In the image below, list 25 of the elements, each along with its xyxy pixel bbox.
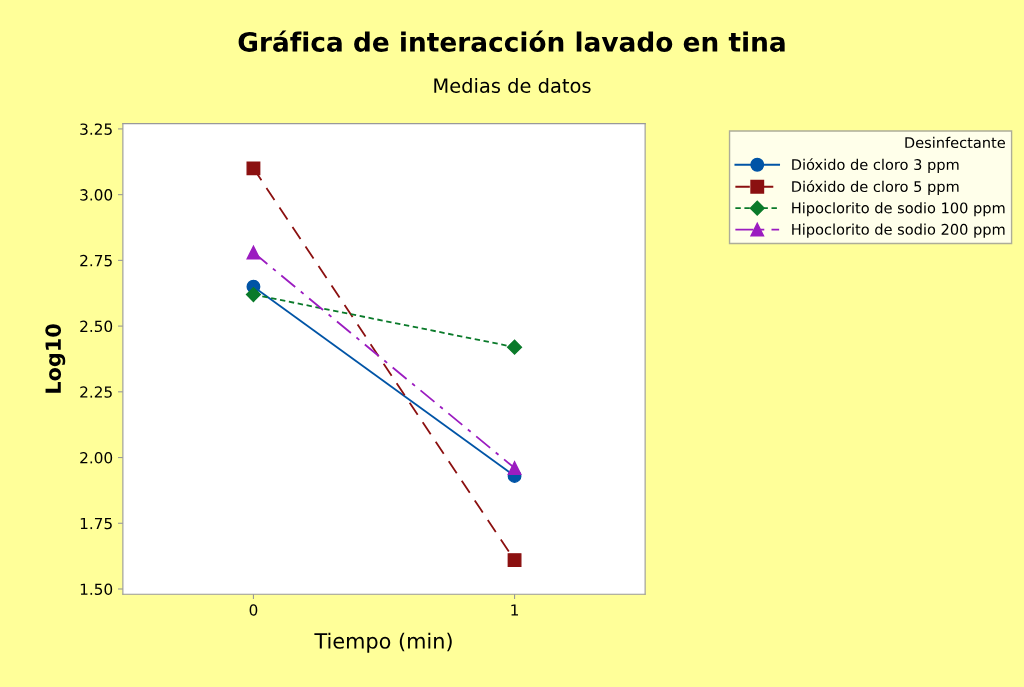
- y-tick-label: 2.50: [80, 320, 113, 333]
- legend-title: Desinfectante: [905, 136, 1005, 149]
- point: [246, 161, 261, 176]
- legend-label: Hipoclorito de sodio 100 ppm: [792, 202, 1005, 217]
- y-tick-label: 1.50: [80, 583, 113, 596]
- chart-title: Gráfica de interacción lavado en tina: [238, 30, 785, 52]
- y-tick-label: 3.00: [80, 189, 113, 201]
- x-axis-title: Tiempo (min): [314, 632, 452, 653]
- y-tick-label: 2.75: [80, 254, 112, 267]
- legend-label: Dióxido de cloro 5 ppm: [792, 180, 959, 195]
- y-tick-label: 2.25: [80, 386, 112, 398]
- chart-subtitle: Medias de datos: [434, 77, 591, 94]
- y-axis-title: Log10: [45, 324, 66, 393]
- x-tick-label: 1: [511, 604, 519, 616]
- y-tick-label: 3.25: [80, 123, 112, 135]
- y-tick-label: 1.75: [80, 517, 112, 530]
- point: [507, 461, 522, 476]
- point: [506, 339, 523, 355]
- x-tick-label: 0: [249, 604, 258, 616]
- legend-label: Dióxido de cloro 3 ppm: [792, 158, 959, 173]
- point: [245, 286, 262, 303]
- point: [507, 553, 522, 568]
- y-tick-label: 2.00: [80, 452, 113, 464]
- point: [246, 245, 261, 260]
- legend-label: Hipoclorito de sodio 200 ppm: [792, 223, 1005, 238]
